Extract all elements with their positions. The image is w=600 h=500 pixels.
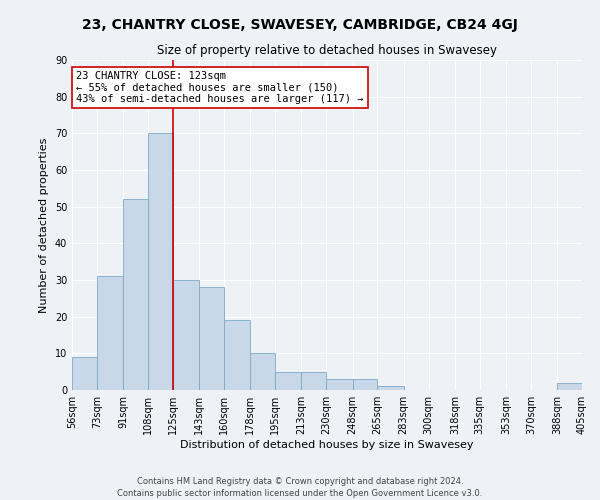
Bar bbox=[173, 280, 199, 390]
Bar bbox=[250, 354, 275, 390]
Bar bbox=[557, 382, 582, 390]
Bar bbox=[148, 134, 173, 390]
Title: Size of property relative to detached houses in Swavesey: Size of property relative to detached ho… bbox=[157, 44, 497, 58]
Bar bbox=[275, 372, 301, 390]
Bar bbox=[199, 288, 224, 390]
Bar bbox=[301, 372, 326, 390]
Bar bbox=[353, 379, 377, 390]
Text: 23 CHANTRY CLOSE: 123sqm
← 55% of detached houses are smaller (150)
43% of semi-: 23 CHANTRY CLOSE: 123sqm ← 55% of detach… bbox=[76, 71, 364, 104]
Text: 23, CHANTRY CLOSE, SWAVESEY, CAMBRIDGE, CB24 4GJ: 23, CHANTRY CLOSE, SWAVESEY, CAMBRIDGE, … bbox=[82, 18, 518, 32]
Bar bbox=[72, 357, 97, 390]
Bar bbox=[123, 200, 148, 390]
Bar bbox=[326, 379, 353, 390]
Bar bbox=[97, 276, 123, 390]
Bar bbox=[377, 386, 404, 390]
X-axis label: Distribution of detached houses by size in Swavesey: Distribution of detached houses by size … bbox=[180, 440, 474, 450]
Text: Contains HM Land Registry data © Crown copyright and database right 2024.
Contai: Contains HM Land Registry data © Crown c… bbox=[118, 476, 482, 498]
Y-axis label: Number of detached properties: Number of detached properties bbox=[39, 138, 49, 312]
Bar bbox=[224, 320, 250, 390]
